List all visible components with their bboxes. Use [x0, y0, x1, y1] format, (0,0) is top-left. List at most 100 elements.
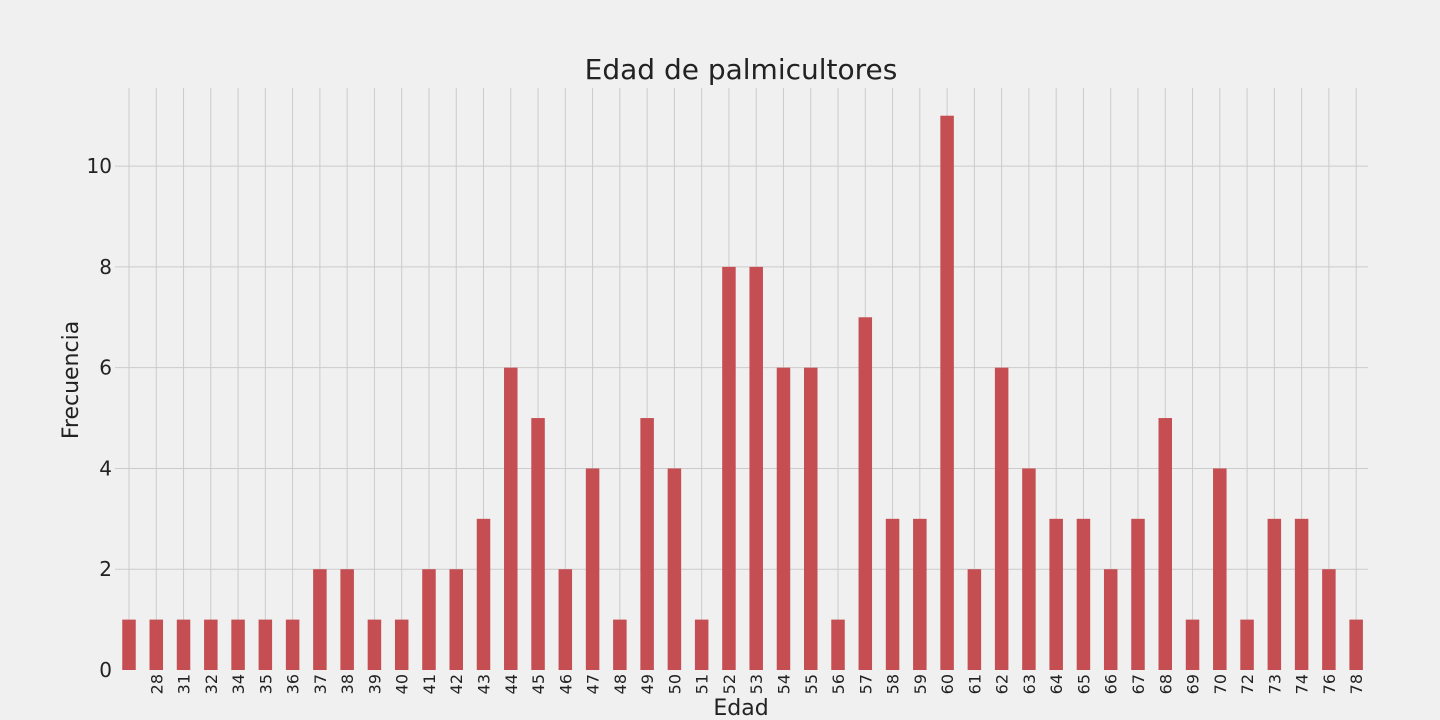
x-tick-labels: 28 31 32 34 35 36 37 38 39 40 41 42 43 44 45 46 47 48 49 50…: [147, 674, 1366, 694]
y-tick-label: 2: [99, 557, 112, 581]
x-tick-label: 32: [202, 674, 221, 694]
x-tick-label: 37: [311, 674, 330, 694]
x-tick-label: 31: [175, 674, 194, 694]
x-tick-label: 56: [829, 674, 848, 694]
bar: [831, 619, 845, 670]
bar: [585, 468, 600, 670]
x-tick-label: 74: [1293, 674, 1312, 694]
bar: [340, 569, 354, 670]
x-tick-label: 40: [393, 674, 412, 694]
x-tick-label: 55: [802, 674, 821, 694]
bar: [613, 619, 627, 670]
x-tick-label: 38: [338, 674, 357, 694]
x-tick-label: 35: [256, 674, 275, 694]
bar: [531, 418, 545, 670]
x-tick-label: 34: [229, 674, 248, 694]
bar: [1267, 518, 1282, 670]
x-tick-label: 49: [638, 674, 657, 694]
x-tick-label: 61: [965, 674, 984, 694]
bar: [1022, 468, 1036, 670]
y-tick-label: 6: [99, 356, 112, 380]
x-tick-label: 60: [938, 674, 957, 694]
x-tick-label: 62: [993, 674, 1012, 694]
x-axis-label: Edad: [713, 696, 768, 720]
bar: [858, 317, 873, 670]
bar: [1349, 619, 1363, 670]
x-tick-label: 76: [1320, 674, 1339, 694]
bar: [449, 569, 463, 670]
bar: [640, 418, 654, 670]
x-tick-label: 57: [856, 674, 875, 694]
x-tick-label: 70: [1211, 674, 1230, 694]
x-tick-label: 45: [529, 674, 548, 694]
bar: [422, 569, 436, 670]
x-tick-label: 47: [584, 674, 603, 694]
bar: [122, 619, 136, 670]
y-tick-label: 8: [99, 255, 112, 279]
bar: [149, 619, 164, 670]
bar: [1049, 518, 1063, 670]
bar: [913, 518, 927, 670]
x-tick-label: 73: [1265, 674, 1284, 694]
x-tick-label: 48: [611, 674, 630, 694]
x-tick-label: 54: [774, 674, 793, 694]
bar: [967, 569, 982, 670]
bar: [1213, 468, 1227, 670]
bar: [394, 619, 409, 670]
bar: [285, 619, 300, 670]
x-tick-label: 46: [556, 674, 575, 694]
bar: [504, 367, 518, 670]
x-tick-label: 53: [747, 674, 766, 694]
bar: [558, 569, 573, 670]
bar: [1185, 619, 1200, 670]
x-tick-label: 68: [1156, 674, 1175, 694]
x-tick-label: 39: [365, 674, 384, 694]
x-tick-label: 69: [1184, 674, 1203, 694]
bar: [1131, 518, 1145, 670]
x-tick-label: 59: [911, 674, 930, 694]
bar: [885, 518, 900, 670]
bar: [258, 619, 273, 670]
bar: [1294, 518, 1309, 670]
bar: [749, 266, 763, 670]
bar: [694, 619, 709, 670]
bar: [940, 115, 954, 670]
y-tick-labels: 0 2 4 6 8 10: [87, 154, 112, 682]
x-tick-label: 67: [1129, 674, 1148, 694]
bar: [204, 619, 218, 670]
x-tick-label: 44: [502, 674, 521, 694]
bar: [476, 518, 491, 670]
x-tick-label: 63: [1020, 674, 1039, 694]
bar: [367, 619, 382, 670]
x-tick-label: 78: [1347, 674, 1366, 694]
x-tick-label: 58: [884, 674, 903, 694]
bar: [1103, 569, 1118, 670]
grid-layer: [115, 88, 1368, 670]
x-tick-label: 51: [693, 674, 712, 694]
bar: [776, 367, 791, 670]
y-tick-label: 0: [99, 658, 112, 682]
y-tick-label: 10: [87, 154, 112, 178]
bar: [994, 367, 1009, 670]
bar: [1076, 518, 1091, 670]
bar-layer: [122, 115, 1363, 670]
chart-title: Edad de palmicultores: [585, 53, 898, 86]
x-tick-label: 52: [720, 674, 739, 694]
bar: [804, 367, 818, 670]
bar: [667, 468, 682, 670]
bar: [231, 619, 245, 670]
y-tick-label: 4: [99, 456, 112, 480]
x-tick-label: 65: [1074, 674, 1093, 694]
x-tick-label: 42: [447, 674, 466, 694]
y-axis-label: Frecuencia: [59, 321, 84, 439]
x-tick-label: 28: [147, 674, 166, 694]
x-tick-label: 72: [1238, 674, 1257, 694]
x-tick-label: 66: [1102, 674, 1121, 694]
x-tick-label: 43: [475, 674, 494, 694]
bar: [1240, 619, 1254, 670]
x-tick-label: 41: [420, 674, 439, 694]
bar: [313, 569, 327, 670]
bar: [722, 266, 736, 670]
